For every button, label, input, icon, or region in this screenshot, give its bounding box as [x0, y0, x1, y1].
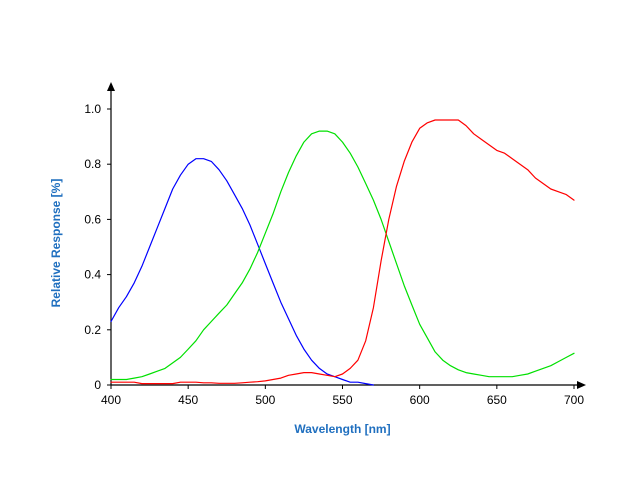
x-tick-label: 700: [564, 393, 584, 407]
x-tick-label: 450: [178, 393, 198, 407]
y-tick-label: 0.2: [84, 323, 101, 337]
x-tick-label: 500: [255, 393, 275, 407]
x-axis-arrowhead: [577, 381, 586, 389]
series-line-1: [110, 158, 374, 386]
series-line-2: [110, 130, 575, 381]
y-ticks: 0 0.2 0.4 0.6 0.8 1.0: [84, 102, 111, 392]
series-lines: [110, 119, 575, 386]
y-tick-label: 0.8: [84, 157, 101, 171]
x-tick-label: 600: [410, 393, 430, 407]
y-tick-label: 1.0: [84, 102, 101, 116]
axes: [107, 82, 586, 389]
series-line-3: [110, 119, 575, 385]
y-axis-arrowhead: [107, 82, 115, 91]
y-axis-title: Relative Response [%]: [49, 179, 63, 308]
x-axis-title: Wavelength [nm]: [294, 422, 390, 436]
x-tick-label: 550: [332, 393, 352, 407]
x-tick-label: 650: [487, 393, 507, 407]
x-ticks: 400 450 500 550 600 650 700: [101, 385, 584, 407]
y-tick-label: 0.4: [84, 268, 101, 282]
y-tick-label: 0: [94, 378, 101, 392]
x-tick-label: 400: [101, 393, 121, 407]
y-tick-label: 0.6: [84, 212, 101, 226]
